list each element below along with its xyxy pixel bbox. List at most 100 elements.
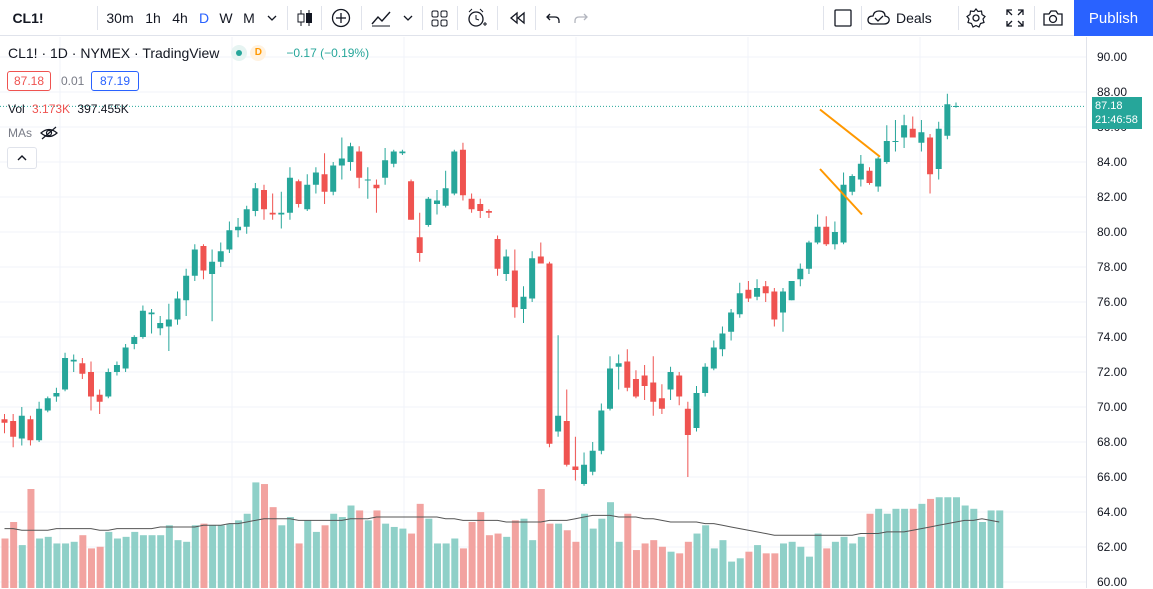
toolbar-divider [1034, 6, 1035, 30]
toolbar-divider [535, 6, 536, 30]
candle-body [780, 291, 786, 313]
indicators-icon[interactable] [367, 0, 395, 36]
candle-body [79, 363, 86, 374]
camera-icon[interactable] [1039, 0, 1067, 36]
collapse-legend-button[interactable] [7, 147, 37, 169]
price-change: −0.17 (−0.19%) [286, 46, 370, 60]
candle-body [684, 408, 691, 435]
layout-grid-icon[interactable] [426, 0, 452, 36]
last-price-value: 87.18 [1095, 100, 1123, 112]
candle-body [581, 464, 588, 484]
price-tick-label: 80.00 [1097, 225, 1128, 239]
volume-bar [27, 489, 35, 588]
eye-hidden-icon[interactable] [40, 126, 58, 140]
volume-bar [546, 523, 554, 588]
volume-bar [485, 535, 493, 588]
chevron-down-icon[interactable] [262, 0, 282, 36]
candle-body [927, 137, 934, 175]
market-status-icon[interactable] [231, 45, 248, 61]
volume-bar [44, 536, 52, 588]
candle-body [598, 410, 605, 451]
sell-price-button[interactable]: 87.18 [7, 71, 51, 91]
candle-body [304, 184, 311, 210]
alarm-clock-icon[interactable] [463, 0, 491, 36]
square-icon[interactable] [829, 0, 857, 36]
chart-plot-area[interactable] [0, 37, 1086, 588]
candle-body [520, 296, 527, 309]
volume-bar [157, 535, 165, 588]
candle-body [719, 333, 726, 350]
symbol-title[interactable]: CL1! · 1D · NYMEX · TradingView [8, 45, 220, 61]
candle-body [736, 293, 743, 315]
candles-icon[interactable] [292, 0, 318, 36]
interval-m-button[interactable]: M [243, 10, 255, 26]
volume-bar [477, 512, 485, 588]
volume-bar [53, 543, 61, 588]
candle-body [70, 359, 77, 362]
volume-bar [235, 520, 243, 588]
gear-icon[interactable] [962, 0, 990, 36]
interval-w-button[interactable]: W [219, 10, 233, 26]
deals-button[interactable]: Deals [867, 0, 937, 36]
candle-body [728, 312, 735, 332]
price-tick-label: 76.00 [1097, 295, 1128, 309]
volume-bar [935, 497, 943, 588]
candle-body [88, 372, 94, 397]
plus-circle-icon[interactable] [327, 0, 355, 36]
bar-countdown: 21:46:58 [1095, 114, 1138, 126]
volume-bar [148, 535, 156, 588]
interval-1h-button[interactable]: 1h [145, 10, 161, 26]
delayed-badge[interactable]: D [250, 45, 267, 61]
price-tick-label: 62.00 [1097, 540, 1128, 554]
candle-body [805, 242, 812, 269]
publish-button[interactable]: Publish [1074, 0, 1153, 36]
volume-bar [511, 520, 519, 588]
volume-bar [10, 522, 18, 588]
volume-bar [520, 518, 528, 588]
volume-bar [468, 522, 476, 588]
interval-30m-button[interactable]: 30m [106, 10, 134, 26]
volume-bar [676, 553, 684, 588]
chevron-down-icon[interactable] [398, 0, 418, 36]
chart-legend: CL1! · 1D · NYMEX · TradingView D −0.17 … [8, 45, 369, 61]
candle-body [693, 393, 700, 428]
volume-bar [338, 517, 346, 588]
price-scale[interactable]: 90.0088.0086.0084.0082.0080.0078.0076.00… [1086, 37, 1153, 589]
redo-icon[interactable] [569, 0, 593, 36]
symbol-search-button[interactable]: CL1! [12, 10, 44, 26]
volume-legend: Vol 3.173K 397.455K [8, 102, 129, 116]
chevron-up-icon [17, 155, 27, 161]
volume-bar [364, 520, 372, 588]
volume-bar [658, 546, 666, 588]
candle-body [434, 200, 440, 204]
candle-body [96, 394, 103, 402]
candle-body [373, 184, 380, 189]
candle-body [408, 181, 415, 220]
replay-icon[interactable] [504, 0, 530, 36]
candle-body [148, 312, 155, 315]
interval-d-button[interactable]: D [198, 10, 210, 26]
undo-icon[interactable] [541, 0, 565, 36]
price-tick-label: 64.00 [1097, 505, 1128, 519]
candle-body [200, 246, 207, 271]
candle-body [892, 141, 899, 142]
candle-body [788, 281, 795, 301]
volume-bar [174, 540, 182, 588]
top-toolbar: CL1! 30m 1h 4h D W M [0, 0, 1153, 36]
volume-bar [347, 505, 355, 588]
price-tick-label: 68.00 [1097, 435, 1128, 449]
toolbar-divider [958, 6, 959, 30]
candle-body [53, 393, 60, 397]
volume-label: Vol [8, 102, 25, 116]
volume-bar [62, 543, 70, 588]
candle-body [243, 209, 250, 227]
candle-body [537, 256, 544, 264]
toolbar-divider [321, 6, 322, 30]
buy-price-button[interactable]: 87.19 [91, 71, 139, 91]
flag-lower-line [819, 168, 863, 216]
candle-body [529, 258, 536, 299]
flag-pattern-drawing[interactable] [819, 108, 881, 216]
interval-4h-button[interactable]: 4h [172, 10, 188, 26]
volume-bar [96, 546, 104, 588]
fullscreen-icon[interactable] [1001, 0, 1029, 36]
